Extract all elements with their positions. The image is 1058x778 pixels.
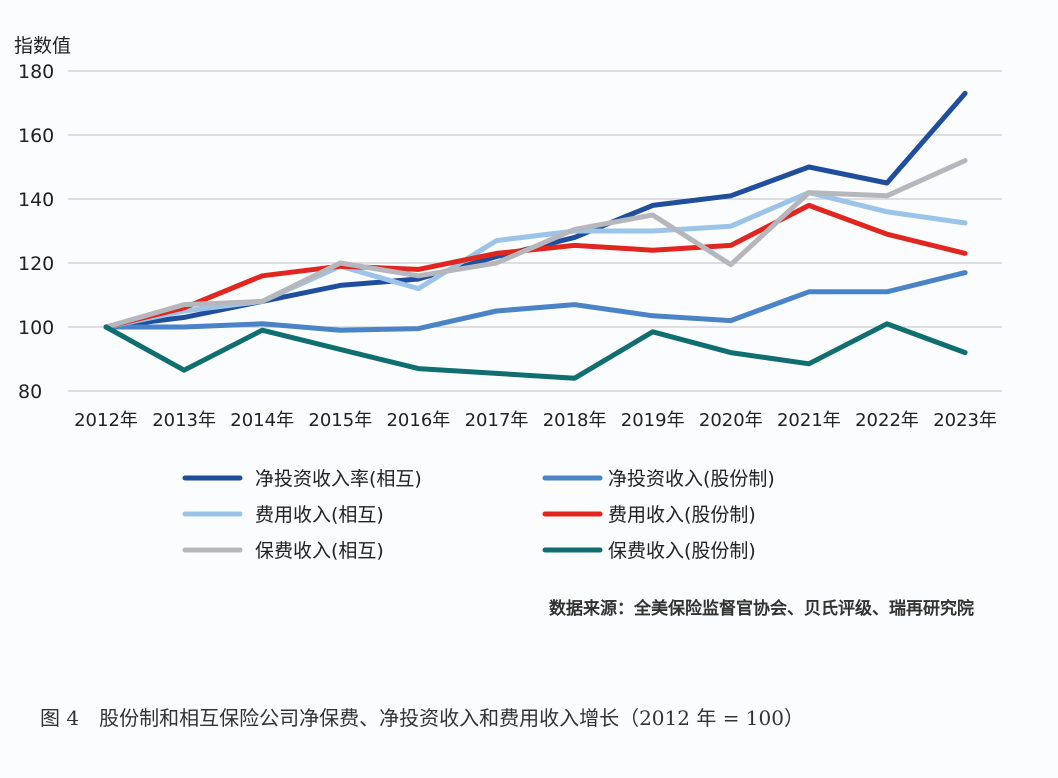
y-axis-label: 指数值	[14, 35, 71, 57]
x-tick-label: 2019年	[621, 410, 685, 431]
x-tick-label: 2014年	[230, 410, 294, 431]
y-tick-label: 160	[18, 125, 54, 147]
y-tick-label: 100	[18, 317, 54, 339]
legend-label: 净投资收入(股份制)	[608, 468, 775, 490]
source-note: 数据来源：全美保险监督官协会、贝氏评级、瑞再研究院	[549, 599, 974, 619]
series-line-1	[103, 270, 968, 333]
y-tick-label: 80	[18, 381, 42, 403]
x-tick-label: 2020年	[699, 410, 763, 431]
x-tick-label: 2021年	[777, 410, 841, 431]
line-chart: 指数值 80 100 120 140 160 180 2012年 2013年 2014年 201…	[14, 35, 1002, 562]
series-line-5	[103, 321, 968, 381]
legend-label: 费用收入(相互)	[255, 504, 384, 526]
legend-label: 保费收入(股份制)	[608, 540, 756, 562]
series-line-3	[103, 202, 968, 330]
x-tick-label: 2012年	[74, 410, 138, 431]
y-tick-label: 180	[18, 61, 54, 83]
x-tick-label: 2015年	[308, 410, 372, 431]
y-tick-label: 120	[18, 253, 54, 275]
x-tick-label: 2023年	[933, 410, 997, 431]
x-tick-label: 2022年	[855, 410, 919, 431]
x-tick-label: 2013年	[152, 410, 216, 431]
x-tick-label: 2017年	[465, 410, 529, 431]
legend-label: 保费收入(相互)	[255, 540, 384, 562]
x-tick-label: 2016年	[386, 410, 450, 431]
series-line-4	[103, 158, 968, 330]
legend-label: 净投资收入率(相互)	[255, 468, 422, 490]
x-tick-label: 2018年	[543, 410, 607, 431]
legend-label: 费用收入(股份制)	[608, 504, 756, 526]
figure-caption: 图 4 股份制和相互保险公司净保费、净投资收入和费用收入增长（2012 年 = …	[40, 706, 804, 730]
y-tick-label: 140	[18, 189, 54, 211]
